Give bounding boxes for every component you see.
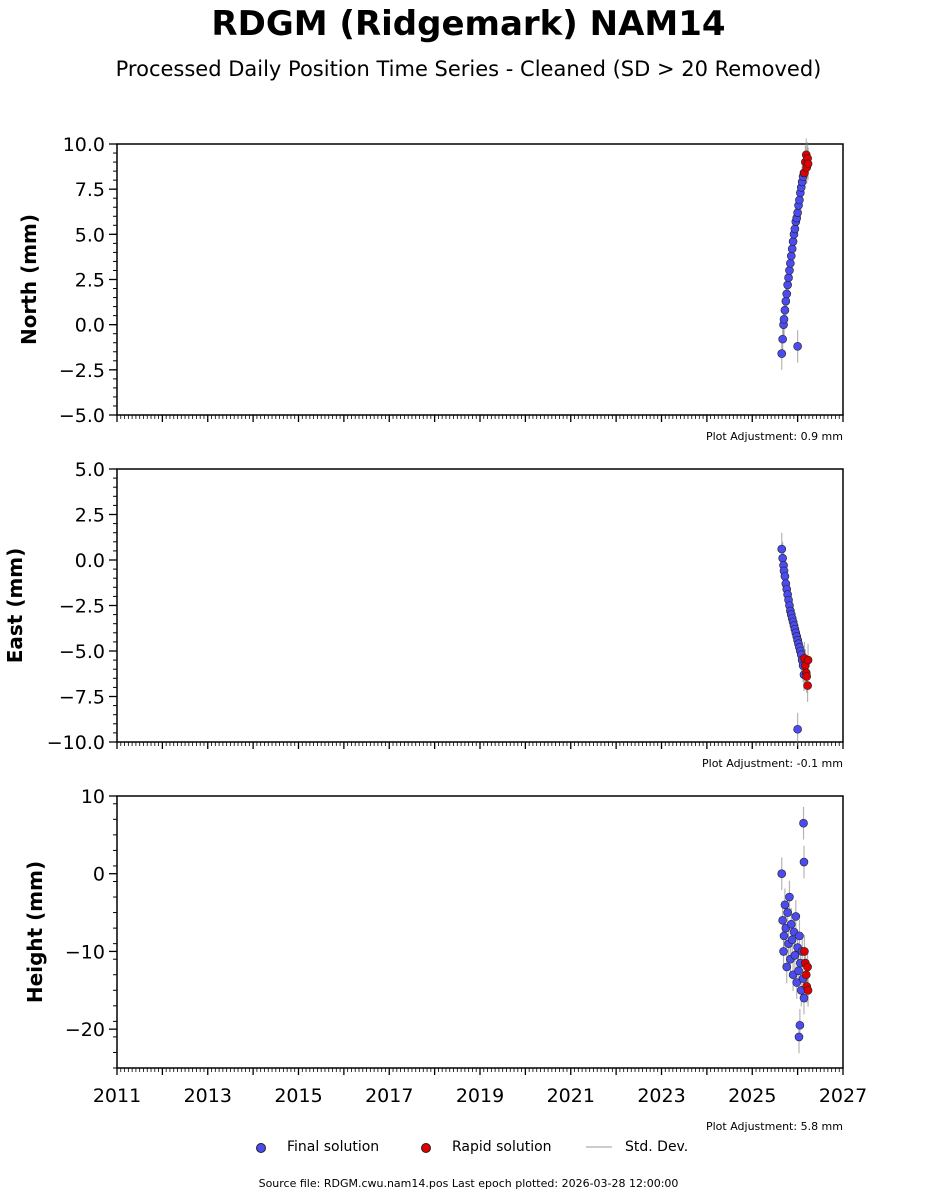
- y-tick-label: 10: [81, 786, 105, 808]
- final-solution-point: [780, 572, 790, 581]
- final-solution-point: [778, 916, 787, 925]
- chart-subtitle: Processed Daily Position Time Series - C…: [115, 57, 822, 81]
- y-tick-label: −20: [65, 1019, 105, 1041]
- rapid-solution-point: [803, 655, 813, 665]
- final-solution-point: [795, 195, 804, 205]
- panel-1: −5.0 −2.5 0.0 2.5 5.0 7.5 10.0 North (mm) Plot A…: [17, 134, 844, 443]
- final-solution-point: [777, 544, 787, 554]
- rapid-solution-point: [802, 672, 812, 681]
- final-solution-point: [794, 1032, 804, 1042]
- final-solution-point: [786, 251, 796, 261]
- legend-std-label: Std. Dev.: [625, 1139, 689, 1155]
- final-solution-point: [790, 951, 800, 960]
- y-tick-label: 2.5: [75, 270, 105, 292]
- y-tick-label: 5.0: [75, 459, 105, 481]
- final-solution-marker-icon: [256, 1143, 266, 1153]
- final-solution-point: [782, 289, 792, 299]
- rapid-solution-point: [800, 947, 809, 956]
- final-solution-point: [793, 208, 802, 217]
- final-solution-point: [779, 931, 789, 941]
- final-solution-point: [779, 947, 788, 956]
- x-tick-label: 2027: [819, 1085, 867, 1107]
- y-tick-label: −2.5: [59, 596, 105, 618]
- final-solution-point: [781, 296, 791, 306]
- y-tick-label: 2.5: [75, 505, 105, 527]
- legend-rapid-label: Rapid solution: [452, 1139, 552, 1155]
- y-tick-label: 0: [93, 864, 105, 886]
- final-solution-point: [785, 892, 794, 902]
- final-solution-point: [782, 962, 792, 972]
- chart-title: RDGM (Ridgemark) NAM14: [211, 4, 726, 44]
- final-solution-point: [779, 314, 789, 324]
- plot-adjustment-label: Plot Adjustment: 0.9 mm: [706, 430, 843, 443]
- plot-frame: [116, 795, 844, 1069]
- final-solution-point: [780, 305, 790, 315]
- x-tick-label: 2025: [728, 1085, 776, 1107]
- final-solution-point: [783, 280, 792, 290]
- final-solution-point: [787, 244, 797, 254]
- y-axis-label: North (mm): [17, 214, 41, 345]
- std-dev-line-icon: [586, 1146, 612, 1148]
- x-tick-label: 2011: [93, 1085, 141, 1107]
- rapid-solution-point: [803, 681, 812, 690]
- y-axis-label: East (mm): [3, 548, 27, 664]
- y-tick-label: −10.0: [47, 732, 105, 754]
- final-solution-point: [795, 1020, 805, 1030]
- x-tick-label: 2013: [184, 1085, 232, 1107]
- final-solution-point: [778, 553, 787, 563]
- y-axis-label: Height (mm): [23, 861, 47, 1003]
- y-tick-label: 7.5: [75, 179, 105, 201]
- plot-frame: [116, 143, 844, 416]
- x-tick-label: 2019: [456, 1085, 504, 1107]
- final-solution-point: [777, 349, 787, 358]
- final-solution-point: [777, 869, 787, 879]
- final-solution-point: [785, 266, 794, 275]
- panel-3: −20 −10 0 10 Height (mm) Plot Adjustment: 5.8…: [23, 786, 867, 1133]
- final-solution-point: [794, 966, 803, 976]
- final-solution-point: [788, 237, 798, 246]
- y-tick-label: 0.0: [75, 550, 105, 572]
- final-solution-point: [780, 900, 790, 910]
- final-solution-point: [783, 908, 792, 917]
- legend-final-label: Final solution: [287, 1139, 380, 1155]
- x-tick-label: 2023: [637, 1085, 685, 1107]
- legend: Final solution Rapid solution Std. Dev.: [0, 1136, 937, 1158]
- y-tick-label: 0.0: [75, 315, 105, 337]
- final-solution-point: [795, 931, 804, 941]
- final-solution-point: [799, 818, 808, 828]
- y-tick-label: −2.5: [59, 360, 105, 382]
- final-solution-point: [778, 334, 787, 344]
- rapid-solution-point: [803, 159, 813, 169]
- rapid-solution-point: [803, 962, 812, 972]
- final-solution-point: [791, 912, 801, 921]
- rapid-solution-point: [801, 970, 811, 980]
- final-solution-point: [799, 993, 809, 1003]
- plot-frame: [116, 468, 844, 743]
- final-solution-point: [784, 273, 793, 282]
- rapid-solution-point: [803, 985, 813, 995]
- x-tick-label: 2021: [547, 1085, 595, 1107]
- final-solution-point: [793, 724, 802, 734]
- panel-2: −10.0 −7.5 −5.0 −2.5 0.0 2.5 5.0 East (mm) Plot …: [3, 459, 844, 770]
- y-tick-label: 10.0: [63, 134, 105, 156]
- y-tick-label: −5.0: [59, 405, 105, 427]
- source-footer: Source file: RDGM.cwu.nam14.pos Last epo…: [258, 1177, 679, 1190]
- final-solution-point: [792, 978, 802, 987]
- y-tick-label: 5.0: [75, 224, 105, 246]
- x-tick-label: 2015: [274, 1085, 322, 1107]
- rapid-solution-marker-icon: [421, 1143, 431, 1153]
- y-tick-label: −5.0: [59, 641, 105, 663]
- y-tick-label: −7.5: [59, 687, 105, 709]
- final-solution-point: [786, 258, 795, 268]
- plot-adjustment-label: Plot Adjustment: 5.8 mm: [706, 1120, 843, 1133]
- final-solution-point: [799, 857, 809, 867]
- final-solution-point: [790, 224, 800, 234]
- x-tick-label: 2017: [365, 1085, 413, 1107]
- y-tick-label: −10: [65, 941, 105, 963]
- final-solution-point: [787, 935, 797, 945]
- plot-adjustment-label: Plot Adjustment: -0.1 mm: [702, 757, 843, 770]
- final-solution-point: [793, 342, 802, 351]
- final-solution-point: [786, 919, 796, 929]
